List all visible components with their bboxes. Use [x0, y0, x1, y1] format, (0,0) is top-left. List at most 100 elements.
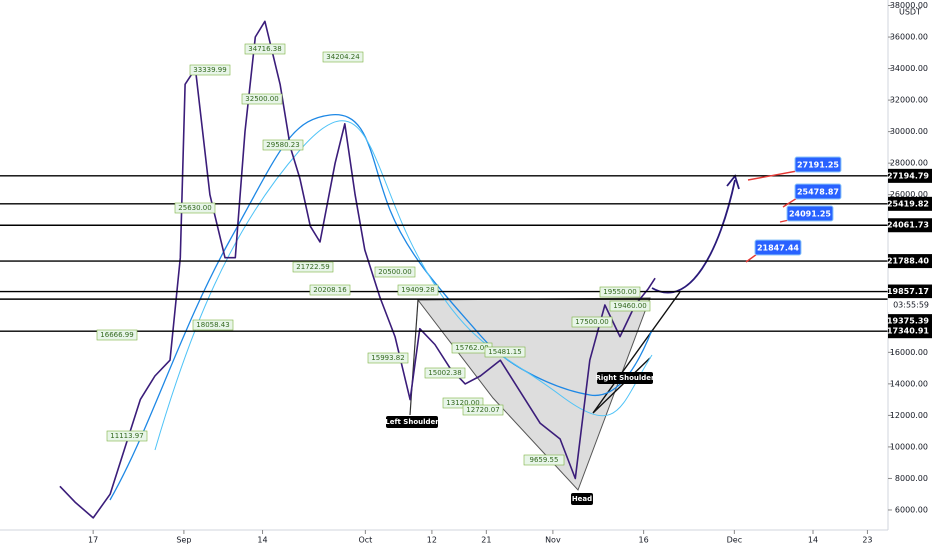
pattern-label: Left Shoulder: [385, 418, 439, 426]
x-tick-label: Oct: [358, 536, 372, 545]
countdown: 03:55:59: [893, 301, 929, 310]
x-tick-label: 23: [862, 536, 872, 545]
price-tag-label: 20208.16: [313, 286, 347, 294]
y-tick-label: 38000.00: [890, 1, 928, 10]
pattern-tag: [571, 493, 593, 505]
y-tick-label: 12000.00: [890, 411, 928, 420]
countdown-tag: [888, 298, 932, 313]
target-label: 24091.25: [789, 210, 831, 219]
price-tag: [262, 139, 304, 151]
price-tag-label: 21722.59: [296, 263, 329, 271]
level-label: 21788.40: [887, 257, 929, 266]
x-tick-label: Nov: [545, 536, 561, 545]
price-tag: [523, 454, 565, 466]
level-tag: [888, 324, 932, 339]
y-tick-label: 34000.00: [890, 64, 928, 73]
price-tag-label: 15481.15: [488, 348, 521, 356]
price-axis: [888, 0, 932, 550]
pattern-label: Head: [572, 495, 592, 503]
y-tick-label: 32000.00: [890, 96, 928, 105]
price-tag: [244, 43, 286, 55]
plot-area: 33339.99 34716.38 34204.24 32500.00 29580.23…: [0, 20, 888, 519]
currency-label: USDT: [899, 8, 921, 17]
price-tag: [462, 404, 504, 416]
price-tag-label: 16666.99: [100, 331, 133, 339]
y-tick-label: 8000.00: [895, 474, 928, 483]
x-tick-label: 12: [427, 536, 437, 545]
moving-average: [154, 120, 653, 451]
price-tag-label: 19409.28: [401, 286, 434, 294]
price-tag: [292, 261, 334, 273]
price-tag-label: 15002.38: [428, 369, 461, 377]
price-tag-label: 17500.00: [575, 318, 608, 326]
target-label: 27191.25: [797, 161, 839, 170]
pattern-tag: [597, 372, 653, 384]
level-label: 27194.79: [887, 171, 929, 180]
y-tick-label: 26000.00: [890, 190, 928, 199]
level-label: 19375.39: [887, 317, 929, 326]
target-pointer: [747, 170, 798, 181]
price-tag: [241, 93, 283, 105]
target-box: [754, 239, 802, 256]
price-tag-label: 15993.82: [371, 354, 404, 362]
level-tag: [888, 196, 932, 211]
y-tick-label: 30000.00: [890, 127, 928, 136]
target-box: [794, 156, 842, 173]
price-tag-label: 32500.00: [245, 95, 278, 103]
level-label: 17340.91: [887, 327, 929, 336]
price-tag-label: 20500.00: [378, 268, 411, 276]
price-tag-label: 12720.07: [466, 406, 499, 414]
target-pointer: [782, 197, 798, 208]
price-tag: [192, 319, 234, 331]
price-tag: [424, 367, 466, 379]
price-tag-label: 25630.00: [178, 204, 211, 212]
x-tick-label: 14: [808, 536, 818, 545]
price-tag: [397, 284, 439, 296]
target-box: [794, 183, 842, 200]
price-tag-label: 34716.38: [248, 45, 281, 53]
target-label: 21847.44: [757, 244, 799, 253]
level-label: 25419.82: [887, 199, 929, 208]
price-tag: [189, 64, 231, 76]
price-tag: [96, 329, 138, 341]
price-tag: [367, 352, 409, 364]
level-tag: [888, 218, 932, 233]
y-tick-label: 36000.00: [890, 33, 928, 42]
level-tag: [888, 168, 932, 183]
level-tag: [888, 254, 932, 269]
x-tick-label: 17: [88, 536, 98, 545]
price-tag-label: 9659.55: [530, 456, 559, 464]
price-tag: [571, 316, 613, 328]
price-tag: [374, 266, 416, 278]
price-tag-label: 33339.99: [193, 66, 226, 74]
price-tag: [309, 284, 351, 296]
price-tag: [599, 286, 641, 298]
price-tag-label: 29580.23: [266, 141, 299, 149]
price-tag: [106, 430, 148, 442]
price-tag: [322, 51, 364, 63]
level-label: 24061.73: [887, 221, 929, 230]
y-tick-label: 28000.00: [890, 159, 928, 168]
price-line: [59, 20, 656, 519]
x-tick-label: 14: [257, 536, 267, 545]
price-tag: [484, 346, 526, 358]
level-tag: [888, 284, 932, 299]
y-tick-label: 16000.00: [890, 348, 928, 357]
x-tick-label: Sep: [176, 536, 191, 545]
y-tick-label: 10000.00: [890, 442, 928, 451]
price-tag-label: 11113.97: [110, 432, 143, 440]
x-tick-label: Dec: [727, 536, 742, 545]
price-tag-label: 19460.00: [613, 302, 646, 310]
pattern-tag: [386, 416, 438, 428]
x-tick-label: 16: [639, 536, 649, 545]
y-tick-label: 14000.00: [890, 379, 928, 388]
price-tag: [174, 202, 216, 214]
price-tag-label: 13120.00: [446, 399, 479, 407]
y-tick-label: 6000.00: [895, 505, 928, 514]
price-tag: [609, 300, 651, 312]
price-tag-label: 19550.00: [603, 288, 636, 296]
target-pointer: [745, 253, 758, 263]
